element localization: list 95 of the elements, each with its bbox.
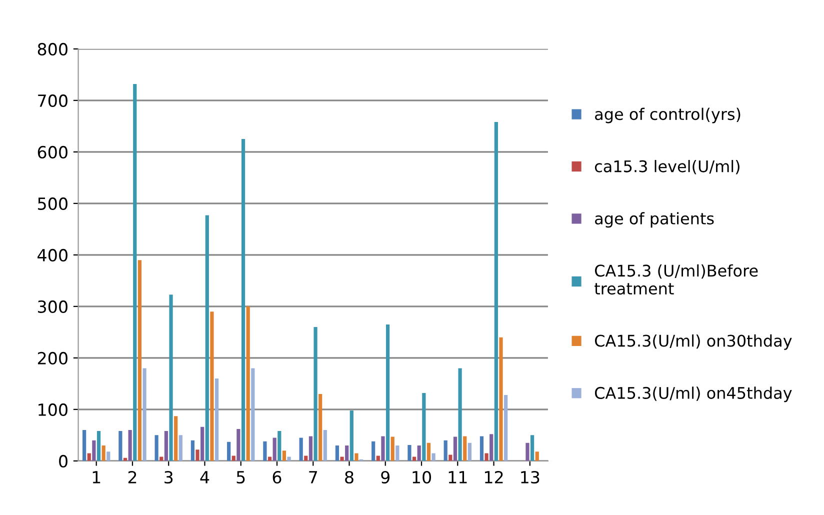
legend-label: CA15.3(U/ml) on30thday [594, 334, 792, 350]
bar [535, 452, 539, 461]
y-tick-label: 700 [38, 94, 68, 107]
legend-label: CA15.3(U/ml) on45thday [594, 386, 792, 402]
bar [190, 440, 194, 461]
bar [484, 453, 488, 461]
y-tick-label: 300 [38, 300, 68, 313]
x-tick-label: 7 [309, 471, 317, 484]
y-tick-label: 100 [38, 403, 68, 416]
bar [174, 416, 178, 461]
bar [408, 444, 412, 461]
bar [138, 260, 142, 461]
bar [133, 84, 137, 461]
bar [128, 430, 132, 461]
y-tick-label: 0 [59, 454, 68, 468]
x-tick-label: 6 [272, 470, 282, 484]
bar [236, 428, 240, 461]
bar [350, 410, 354, 461]
x-tick-label: 11 [448, 471, 467, 484]
x-tick-label: 10 [412, 470, 432, 484]
bar [106, 452, 110, 461]
bar [417, 445, 421, 461]
x-tick-label: 8 [345, 470, 354, 484]
legend-label: ca15.3 level(U/ml) [594, 160, 740, 174]
legend-label: age of control(yrs) [595, 108, 740, 124]
bar [287, 456, 291, 461]
bar [335, 445, 340, 461]
bar [432, 453, 436, 461]
bar [323, 430, 327, 461]
bar [272, 438, 276, 461]
y-tick-label: 400 [38, 248, 68, 262]
bar [241, 139, 246, 461]
bar [340, 456, 344, 461]
bar [263, 441, 267, 461]
bar [390, 436, 394, 461]
bar [422, 392, 426, 461]
bar [453, 436, 458, 461]
bar [178, 435, 182, 461]
bar [494, 122, 498, 461]
bar [118, 431, 122, 461]
bar [396, 445, 400, 461]
bar [463, 436, 467, 461]
x-tick-label: 4 [200, 471, 210, 484]
y-tick-label: 200 [38, 352, 68, 364]
bar [386, 324, 390, 461]
bar [142, 368, 146, 461]
bar [92, 440, 96, 461]
bar [499, 337, 503, 461]
bar [227, 442, 231, 461]
bar [318, 394, 322, 461]
bar [504, 395, 508, 461]
bar [251, 368, 255, 461]
bar [448, 454, 452, 461]
y-tick-label: 500 [38, 197, 68, 210]
x-tick-label: 2 [128, 470, 136, 484]
bar [444, 440, 448, 461]
bar [530, 435, 534, 461]
bar [299, 438, 303, 461]
bar [96, 431, 101, 461]
bar [214, 378, 219, 461]
bar [278, 431, 282, 461]
bar [314, 327, 318, 461]
bar [102, 445, 106, 461]
y-tick-label: 800 [38, 42, 68, 56]
x-tick-label: 9 [381, 470, 390, 484]
x-tick-label: 1 [92, 471, 100, 484]
bar [354, 453, 358, 461]
x-tick-label: 3 [164, 470, 173, 484]
y-tick-label: 600 [38, 146, 68, 158]
bar [490, 434, 494, 461]
bar [82, 430, 86, 461]
bar [526, 442, 530, 461]
legend-label: CA15.3 (U/ml)Before treatment [594, 264, 758, 295]
bar [210, 312, 214, 461]
bar [480, 436, 484, 461]
bar [468, 442, 472, 461]
x-tick-label: 12 [484, 470, 503, 484]
bar [381, 436, 385, 461]
bar [87, 453, 91, 461]
bar [205, 215, 209, 461]
bar [345, 445, 349, 461]
bar [246, 306, 250, 461]
bar [458, 368, 462, 461]
bar [308, 436, 313, 461]
x-tick-label: 5 [236, 471, 245, 484]
x-tick-label: 13 [521, 470, 540, 484]
bar [282, 450, 286, 461]
bar [200, 426, 204, 461]
bar [426, 442, 431, 461]
bar [169, 294, 173, 461]
legend-label: age of patients [595, 212, 714, 228]
bar [372, 441, 376, 461]
bar [164, 431, 168, 461]
bar [196, 450, 200, 461]
bar [154, 435, 158, 461]
